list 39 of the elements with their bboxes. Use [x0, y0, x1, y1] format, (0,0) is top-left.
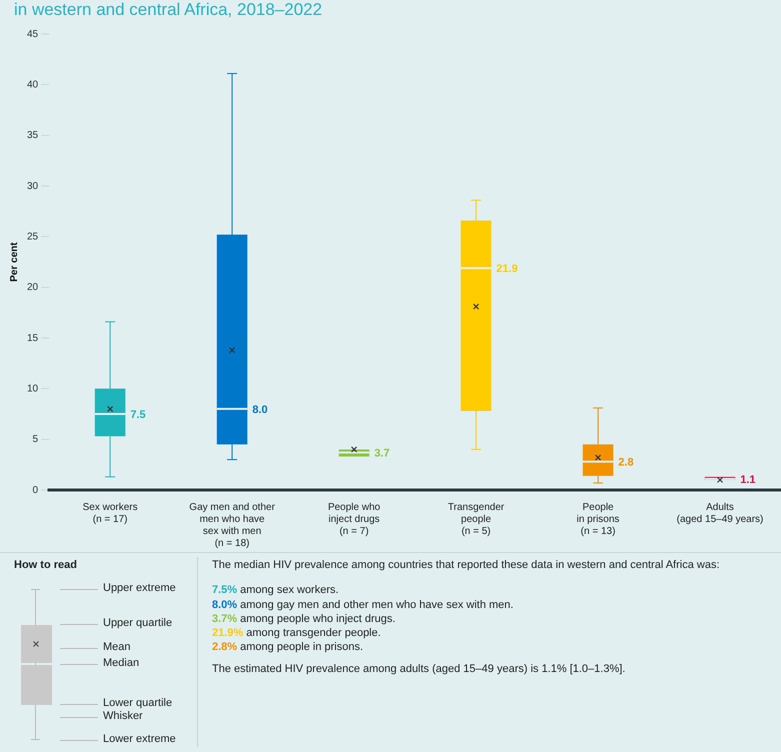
- text: 8.0: [252, 404, 268, 416]
- y-tick-label: 45: [27, 28, 39, 40]
- text: 1.1: [740, 474, 756, 486]
- text: Whisker: [103, 710, 143, 722]
- x-tick-label: Transgender people (n = 5): [448, 502, 505, 537]
- y-tick-label: 35: [27, 130, 39, 142]
- text: Mean: [103, 641, 131, 653]
- text: 21.9: [496, 263, 518, 276]
- chart-title: in western and central Africa, 2018–2022: [14, 0, 322, 20]
- text: 2.8% among people in prisons.: [212, 641, 364, 653]
- text: The estimated HIV prevalence among adults (aged 15–49 years) is 1.1% [1.0–1.3%].: [212, 663, 626, 675]
- text: 7.5: [130, 409, 146, 422]
- y-tick-label: 10: [27, 383, 39, 394]
- text: Median: [103, 657, 140, 669]
- text: Upper quartile: [103, 617, 172, 629]
- text: Lower quartile: [103, 697, 172, 709]
- y-tick-label: 25: [27, 231, 39, 242]
- text: How to read: [14, 559, 77, 571]
- x-tick-label: Sex workers (n = 17): [82, 502, 138, 525]
- text: Upper extreme: [103, 582, 176, 594]
- text: 3.7: [374, 448, 390, 460]
- text: Lower extreme: [103, 733, 176, 745]
- y-axis-title: Per cent: [8, 242, 20, 282]
- text: 21.9% among transgender people.: [212, 627, 381, 639]
- x-tick-label: Adults (aged 15–49 years): [676, 502, 764, 525]
- y-tick-label: 30: [27, 180, 39, 192]
- y-tick-label: 0: [32, 484, 39, 496]
- y-tick-label: 20: [27, 282, 39, 294]
- x-tick-label: Gay men and other men who have sex with men (n = 18): [189, 502, 276, 549]
- y-tick-label: 15: [27, 332, 39, 344]
- text: 3.7% among people who inject drugs.: [212, 613, 396, 625]
- y-tick-label: 40: [27, 79, 39, 90]
- text: 2.8: [618, 456, 634, 469]
- y-tick-label: 5: [32, 434, 39, 446]
- x-tick-label: People in prisons (n = 13): [576, 502, 620, 537]
- text: 7.5% among sex workers.: [212, 584, 339, 596]
- text: The median HIV prevalence among countries that reported these data in western and central Africa was:: [212, 559, 720, 571]
- x-tick-label: People who inject drugs (n = 7): [328, 502, 381, 537]
- text: 8.0% among gay men and other men who have sex with men.: [212, 599, 514, 611]
